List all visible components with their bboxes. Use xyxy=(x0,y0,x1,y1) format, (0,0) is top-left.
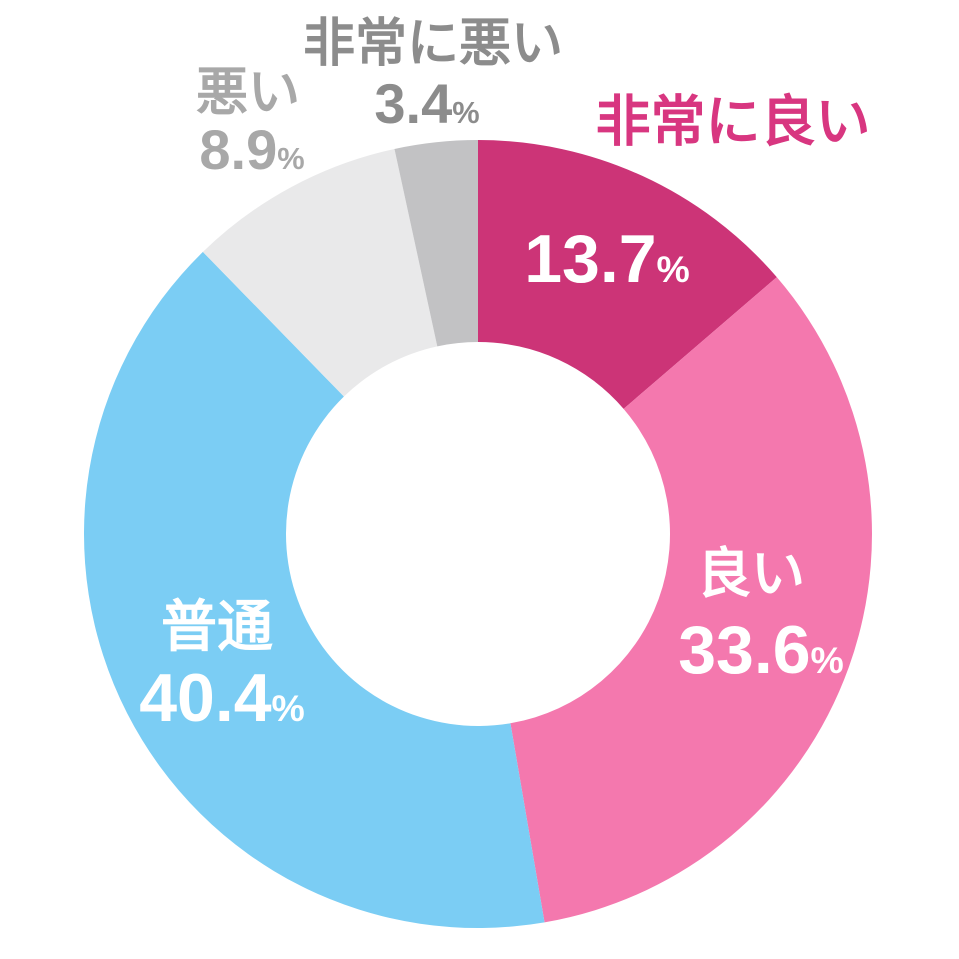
percent-sign: % xyxy=(656,248,690,290)
slice-value-very-good: 13.7% xyxy=(524,225,690,293)
pie-slice-very-good xyxy=(478,140,777,409)
slice-label-neutral: 普通 xyxy=(161,595,273,658)
pie-slice-neutral xyxy=(84,251,545,928)
slice-value-neutral: 40.4% xyxy=(139,664,305,732)
callout-label-bad: 悪い xyxy=(195,64,301,122)
value-number: 40.4 xyxy=(139,660,272,736)
value-number: 33.6 xyxy=(678,612,811,688)
slice-value-good: 33.6% xyxy=(678,616,844,684)
percent-sign: % xyxy=(277,141,305,176)
callout-label-very-good: 非常に良い xyxy=(595,90,871,153)
callout-value-very-bad: 3.4% xyxy=(374,76,479,132)
value-number: 3.4 xyxy=(374,72,453,135)
percent-sign: % xyxy=(452,95,480,130)
pie-slice-good xyxy=(510,277,872,923)
percent-sign: % xyxy=(271,687,305,729)
callout-label-very-bad: 非常に悪い xyxy=(302,15,564,73)
pie-slice-bad xyxy=(202,148,438,397)
percent-sign: % xyxy=(810,639,844,681)
pie-slice-very-bad xyxy=(394,140,478,347)
callout-value-bad: 8.9% xyxy=(199,122,304,178)
value-number: 8.9 xyxy=(199,118,278,181)
value-number: 13.7 xyxy=(524,221,657,297)
slice-label-good: 良い xyxy=(697,544,805,604)
